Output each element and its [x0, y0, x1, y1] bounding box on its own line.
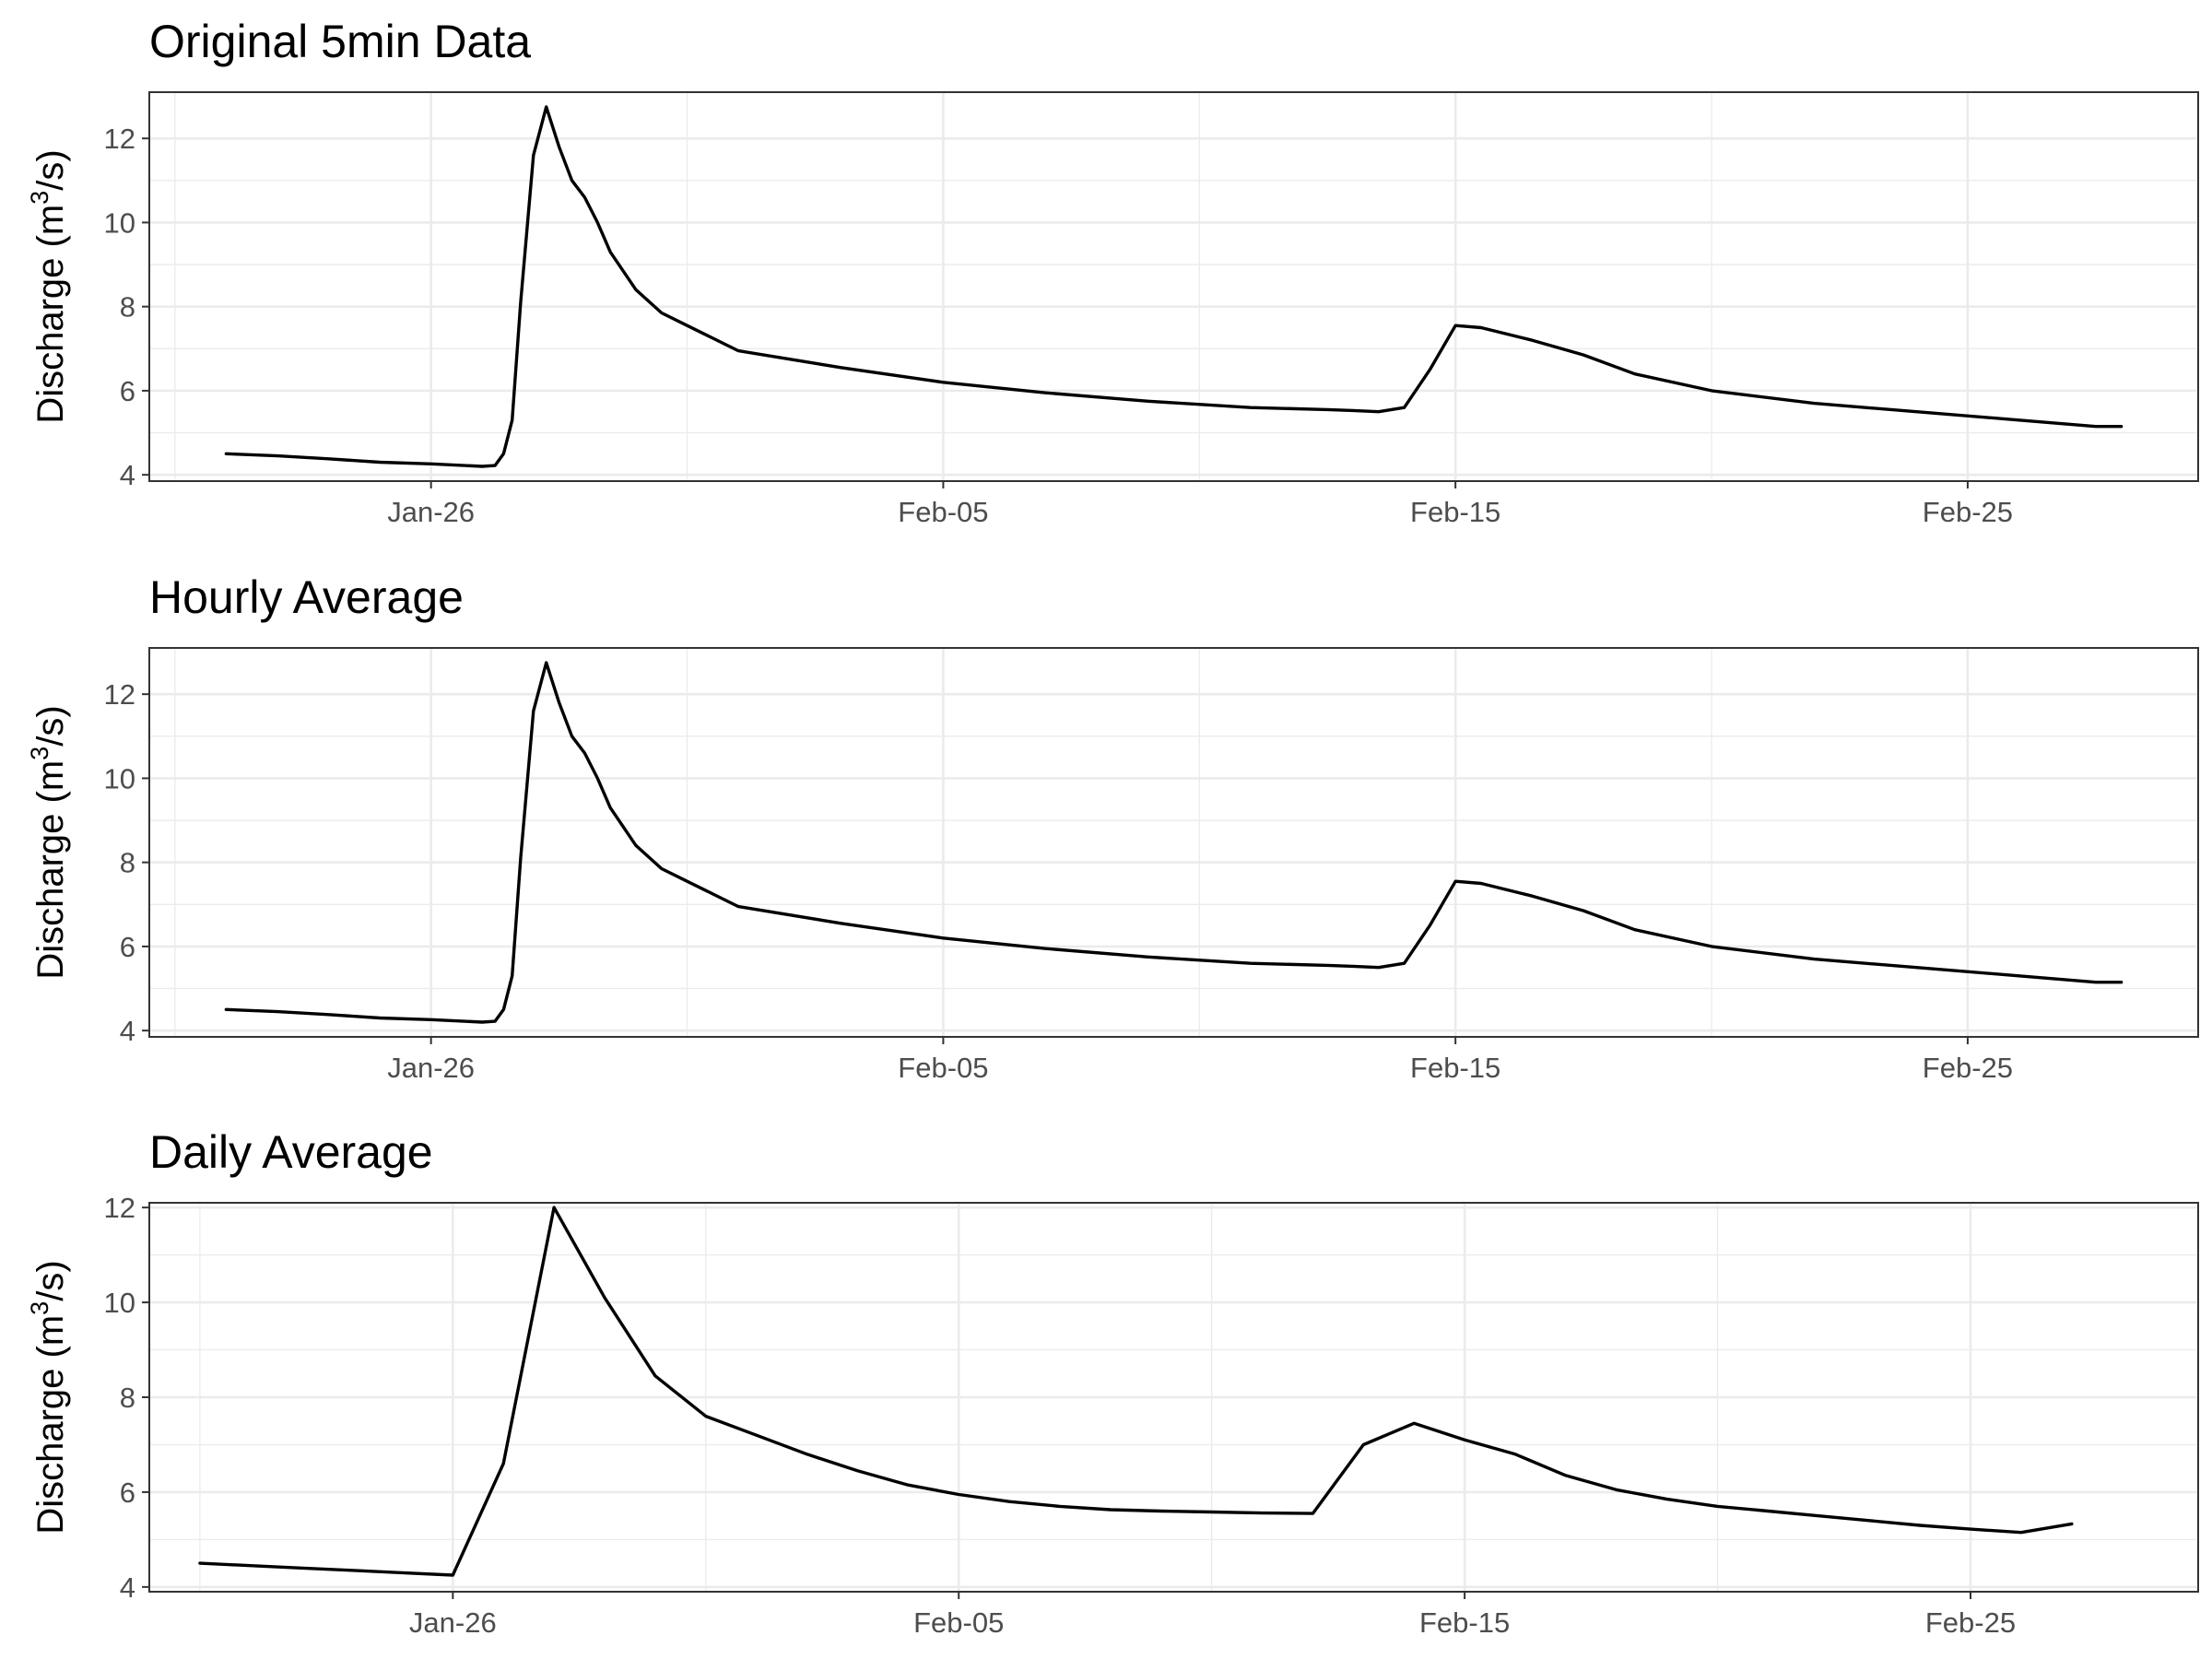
y-tick-label: 8	[120, 291, 135, 324]
y-axis-label-prefix: Discharge (m	[30, 1315, 71, 1535]
chart-title: Hourly Average	[149, 571, 464, 623]
y-tick-label: 6	[120, 931, 135, 963]
y-axis-label-prefix: Discharge (m	[30, 760, 71, 980]
y-axis-label: Discharge (m3/s)	[26, 705, 71, 979]
chart-title: Daily Average	[149, 1126, 433, 1178]
x-tick-label: Jan-26	[387, 496, 475, 528]
y-tick-label: 6	[120, 375, 135, 407]
x-tick-label: Feb-25	[1925, 1606, 2016, 1639]
x-tick-label: Feb-25	[1923, 1052, 2013, 1084]
y-tick-label: 10	[104, 1287, 135, 1319]
y-tick-label: 10	[104, 206, 135, 239]
y-tick-label: 12	[104, 1192, 135, 1224]
x-tick-label: Feb-05	[913, 1606, 1004, 1639]
y-tick-label: 10	[104, 762, 135, 794]
x-tick-label: Feb-15	[1419, 1606, 1510, 1639]
y-tick-label: 8	[120, 1382, 135, 1414]
x-tick-label: Jan-26	[409, 1606, 497, 1639]
chart-panel-3: 4 6 8 10 12 Jan-26 Feb-05 Feb-15 Feb-25 Daily Ave…	[26, 1126, 2199, 1639]
series-line-1	[224, 661, 2124, 1024]
chart-panel-1: 4 6 8 10 12 Jan-26 Feb-05 Feb-15 Feb-25 Original …	[26, 16, 2199, 528]
chart-title: Original 5min Data	[149, 16, 531, 67]
series-line-1	[198, 1206, 2074, 1577]
y-axis-label-prefix: Discharge (m	[30, 205, 71, 424]
y-axis-label-superscript: 3	[26, 191, 53, 205]
x-tick-label: Feb-25	[1923, 496, 2013, 528]
y-tick-label: 6	[120, 1477, 135, 1509]
y-tick-label: 12	[104, 678, 135, 711]
chart-panel-2: 4 6 8 10 12 Jan-26 Feb-05 Feb-15 Feb-25 Hourly Av…	[26, 571, 2199, 1084]
x-tick-label: Feb-15	[1410, 1052, 1500, 1084]
plot-area	[149, 92, 2198, 481]
y-axis-label-suffix: /s)	[30, 149, 71, 190]
x-tick-label: Feb-05	[898, 496, 988, 528]
y-tick-label: 4	[120, 1015, 135, 1047]
y-axis-label: Discharge (m3/s)	[26, 1260, 71, 1534]
panel-border	[148, 91, 2199, 482]
panel-border	[148, 647, 2199, 1038]
y-tick-label: 4	[120, 1571, 135, 1604]
y-tick-label: 12	[104, 123, 135, 155]
y-axis-label-superscript: 3	[26, 1301, 53, 1315]
x-tick-label: Jan-26	[387, 1052, 475, 1084]
plot-area	[149, 648, 2198, 1037]
x-tick-label: Feb-15	[1410, 496, 1500, 528]
y-tick-label: 4	[120, 459, 135, 491]
x-tick-label: Feb-05	[898, 1052, 988, 1084]
y-tick-label: 8	[120, 847, 135, 879]
series-line-1	[224, 105, 2124, 468]
y-axis-label: Discharge (m3/s)	[26, 149, 71, 423]
y-axis-label-superscript: 3	[26, 747, 53, 760]
y-axis-label-suffix: /s)	[30, 705, 71, 746]
y-axis-label-suffix: /s)	[30, 1260, 71, 1300]
